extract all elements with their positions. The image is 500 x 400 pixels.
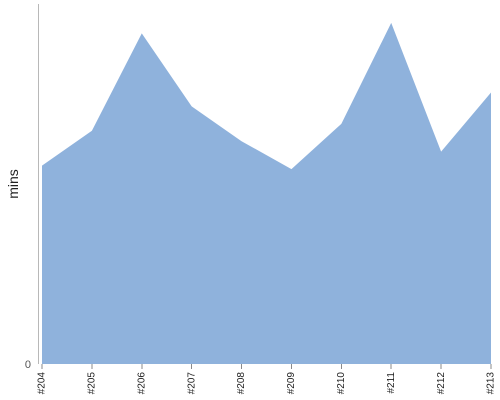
data-point-7 [339,122,343,126]
x-tick-label-6: #209 [286,372,297,395]
x-tick-label-9: #212 [436,372,447,395]
x-tick-label-3: #206 [136,372,147,395]
data-point-1 [40,164,44,168]
plot-area [40,21,493,365]
data-point-9 [439,150,443,154]
x-tick-label-2: #205 [87,372,98,395]
data-point-10 [489,91,493,95]
x-tick-label-1: #204 [37,372,48,395]
data-point-2 [90,129,94,133]
data-point-4 [190,104,194,108]
x-tick-label-7: #210 [336,372,347,395]
y-tick-label-0: 0 [25,359,31,371]
data-point-5 [240,139,244,143]
x-tick-label-10: #213 [486,372,497,395]
x-tick-label-4: #207 [186,372,197,395]
series-area [42,22,491,365]
x-tick-label-8: #211 [386,372,397,394]
data-point-6 [289,167,293,171]
y-axis-label: mins [5,169,21,199]
x-tick-label-5: #208 [236,372,247,395]
axis-labels: mins [5,169,21,199]
data-point-8 [389,21,393,25]
axes: 0 #204 #205 #206 #207 #208 #209 #210 #211 #212 #21… [25,4,497,394]
data-point-3 [140,31,144,35]
